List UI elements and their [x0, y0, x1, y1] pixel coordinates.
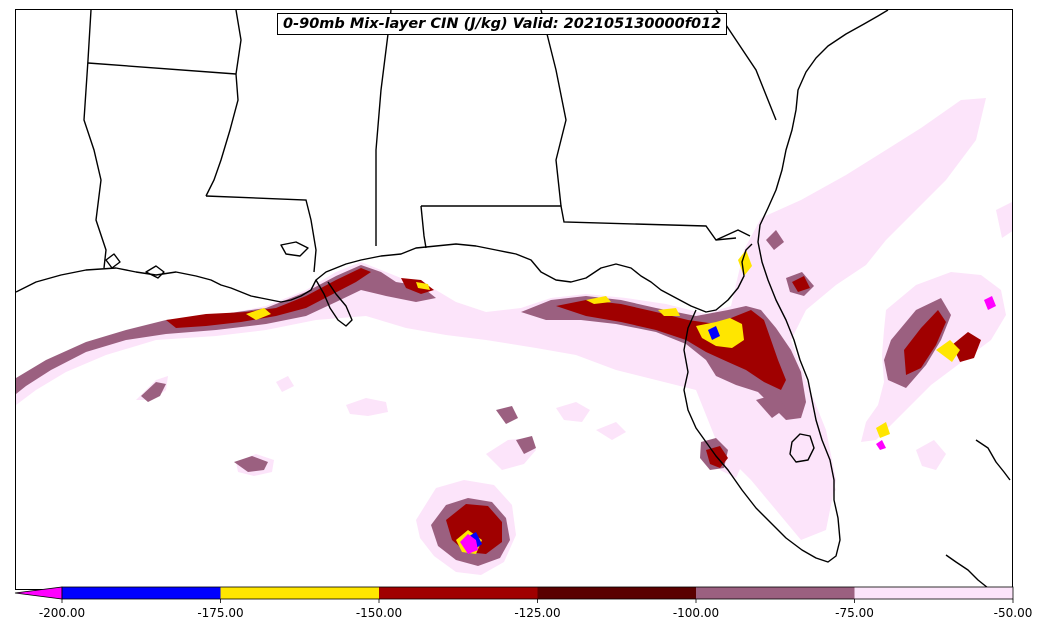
colorbar-tick-label: -50.00: [994, 606, 1033, 620]
colorbar-bin: [220, 587, 379, 599]
colorbar-bin: [537, 587, 696, 599]
colorbar: -200.00 -175.00 -150.00 -125.00 -100.00 -75.0…: [14, 586, 1033, 620]
colorbar-tick-label: -75.00: [835, 606, 874, 620]
colorbar-ticks: -200.00 -175.00 -150.00 -125.00 -100.00 -75.0…: [39, 599, 1033, 620]
colorbar-tick-label: -125.00: [514, 606, 560, 620]
cin-shading-magenta: [460, 296, 996, 554]
state-borders: [83, 10, 777, 273]
colorbar-bin: [379, 587, 538, 599]
colorbar-tick-label: -100.00: [673, 606, 719, 620]
cin-shading-light: [16, 98, 1012, 575]
colorbar-bin: [62, 587, 221, 599]
map-frame: [15, 9, 1013, 590]
cin-map: [16, 10, 1012, 589]
map-title: 0-90mb Mix-layer CIN (J/kg) Valid: 20210…: [277, 13, 728, 35]
colorbar-extend-low: [14, 586, 63, 600]
colorbar-tick-label: -150.00: [356, 606, 402, 620]
coastlines: [16, 10, 1011, 589]
colorbar-bin: [854, 587, 1013, 599]
colorbar-bins: [14, 586, 1014, 600]
colorbar-bin: [696, 587, 855, 599]
colorbar-tick-label: -200.00: [39, 606, 85, 620]
colorbar-tick-label: -175.00: [197, 606, 243, 620]
